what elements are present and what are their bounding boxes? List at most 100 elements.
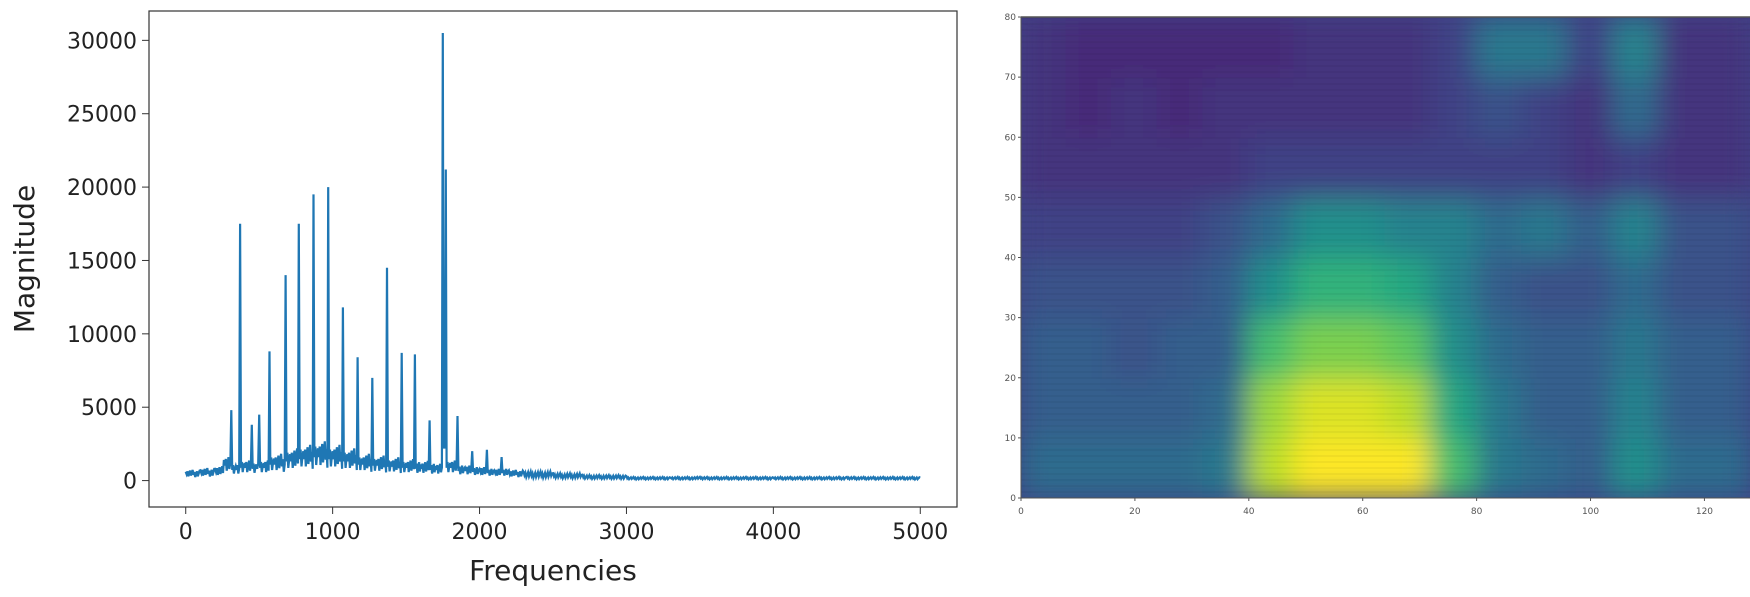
- heatmap-cell: [1156, 436, 1205, 498]
- y-tick-label: 30000: [67, 29, 137, 54]
- heatmap-cell: [1612, 436, 1660, 498]
- streak: [1021, 365, 1750, 367]
- x-tick-label: 3000: [598, 520, 654, 545]
- y-tick-label: 10000: [67, 323, 137, 348]
- heatmap-cell: [1430, 316, 1478, 379]
- heatmap-cell: [1384, 76, 1433, 139]
- heatmap-cell: [1338, 17, 1387, 79]
- streak: [1021, 317, 1750, 319]
- heatmap-cell: [1612, 256, 1660, 319]
- x-tick-label: 1000: [305, 520, 361, 545]
- heatmap-cell: [1202, 136, 1250, 199]
- heatmap-cell: [1293, 17, 1341, 79]
- streak: [1021, 101, 1750, 103]
- x-axis-label: Frequencies: [469, 554, 637, 587]
- plot-frame: [148, 10, 958, 508]
- heatmap-cell: [1293, 136, 1341, 199]
- streak: [1021, 173, 1750, 175]
- heatmap-cell: [1338, 76, 1387, 139]
- heatmap-cell: [1384, 136, 1433, 199]
- heatmap-cell: [1657, 316, 1706, 379]
- streak: [1021, 95, 1750, 97]
- heatmap-blur-group: [1021, 17, 1750, 498]
- heatmap-cell: [1384, 17, 1433, 79]
- heatmap-cell: [1475, 376, 1524, 439]
- heatmap-cell: [1566, 17, 1615, 79]
- heatmap-cell: [1202, 376, 1250, 439]
- streak: [1021, 449, 1750, 451]
- streak: [1021, 311, 1750, 313]
- heatmap-cell: [1430, 256, 1478, 319]
- heatmap-cell: [1430, 376, 1478, 439]
- heatmap-cell: [1430, 436, 1478, 498]
- x-tick-label: 5000: [892, 520, 948, 545]
- heatmap-cell: [1021, 376, 1068, 439]
- streak: [1021, 491, 1750, 493]
- streak: [1021, 47, 1750, 49]
- heatmap-cell: [1384, 376, 1433, 439]
- heatmap-cell: [1293, 196, 1341, 259]
- heatmap-cell: [1566, 316, 1615, 379]
- heatmap-cell: [1430, 76, 1478, 139]
- streak: [1021, 305, 1750, 307]
- heatmap-cell: [1156, 316, 1205, 379]
- heatmap-cell: [1612, 196, 1660, 259]
- heatmap-cell: [1521, 376, 1569, 439]
- streak: [1021, 179, 1750, 181]
- heatmap-cell: [1293, 316, 1341, 379]
- heatmap-cell: [1111, 316, 1159, 379]
- heatmap-cell: [1293, 76, 1341, 139]
- streak: [1021, 161, 1750, 163]
- heatmap-cell: [1156, 196, 1205, 259]
- heatmap-cell: [1065, 196, 1114, 259]
- heatmap-cell: [1021, 316, 1068, 379]
- heatmap-cell: [1021, 256, 1068, 319]
- heatmap-cell: [1384, 316, 1433, 379]
- streak: [1021, 59, 1750, 61]
- heatmap-cell: [1566, 256, 1615, 319]
- streak: [1021, 335, 1750, 337]
- x-tick-label: 0: [179, 520, 193, 545]
- streak: [1021, 377, 1750, 379]
- heatmap-cell: [1521, 196, 1569, 259]
- heatmap-cells: [1021, 17, 1750, 498]
- x-tick-label: 120: [1696, 507, 1713, 517]
- heatmap-cell: [1384, 256, 1433, 319]
- y-tick-label: 70: [1005, 73, 1017, 83]
- y-tick-label: 0: [1010, 494, 1016, 504]
- streak: [1021, 125, 1750, 127]
- heatmap-cell: [1475, 17, 1524, 79]
- streak: [1021, 443, 1750, 445]
- streak: [1021, 203, 1750, 205]
- heatmap-cell: [1247, 17, 1296, 79]
- heatmap-cell: [1156, 17, 1205, 79]
- heatmap-cell: [1247, 316, 1296, 379]
- heatmap-cell: [1475, 196, 1524, 259]
- y-tick-label: 15000: [67, 249, 137, 274]
- heatmap-cell: [1111, 76, 1159, 139]
- streak: [1021, 53, 1750, 55]
- heatmap-cell: [1612, 136, 1660, 199]
- streak: [1021, 113, 1750, 115]
- x-tick-label: 60: [1357, 507, 1369, 517]
- heatmap-cell: [1521, 256, 1569, 319]
- streak: [1021, 437, 1750, 439]
- streak: [1021, 107, 1750, 109]
- heatmap-cell: [1566, 376, 1615, 439]
- streak: [1021, 23, 1750, 25]
- heatmap-cell: [1703, 76, 1750, 139]
- streak: [1021, 17, 1750, 19]
- streak: [1021, 383, 1750, 385]
- streak: [1021, 263, 1750, 265]
- heatmap-cell: [1065, 256, 1114, 319]
- x-tick-label: 80: [1471, 507, 1483, 517]
- heatmap-cell: [1247, 436, 1296, 498]
- streak: [1021, 323, 1750, 325]
- heatmap-cell: [1612, 316, 1660, 379]
- heatmap-cell: [1156, 136, 1205, 199]
- y-tick-label: 5000: [81, 396, 137, 421]
- y-tick-label: 60: [1005, 133, 1017, 143]
- streak: [1021, 167, 1750, 169]
- x-tick-label: 2000: [452, 520, 508, 545]
